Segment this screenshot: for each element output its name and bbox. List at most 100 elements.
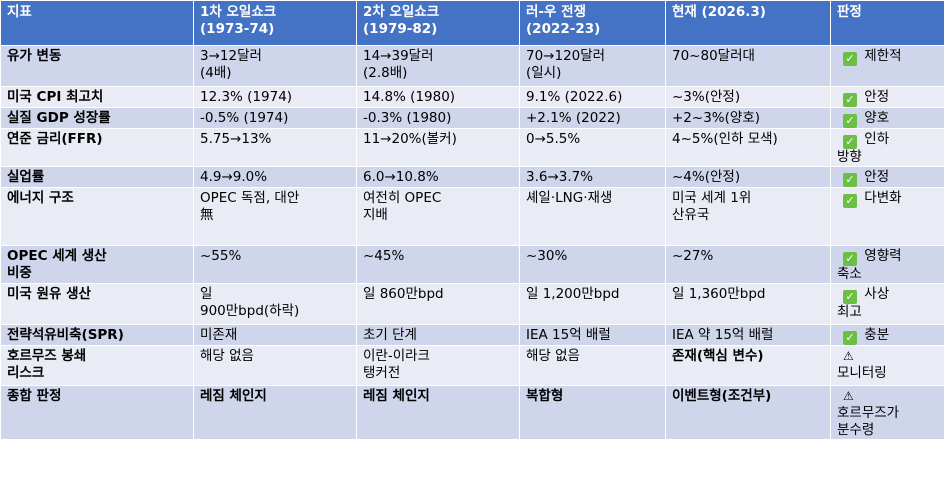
- cell-c1: 일 900만bpd(하락): [193, 283, 357, 325]
- table-row: 전략석유비축(SPR) 미존재 초기 단계 IEA 15억 배럴 IEA 약 15억 배…: [0, 324, 944, 346]
- row-label: 실업률: [0, 166, 194, 188]
- verdict-text: 사상 최고: [837, 286, 890, 320]
- cell-c1: 5.75→13%: [193, 128, 357, 167]
- cell-verdict: ✓ 다변화: [830, 187, 944, 246]
- cell-c3: 9.1% (2022.6): [519, 86, 666, 108]
- cell-c1: OPEC 독점, 대안 無: [193, 187, 357, 246]
- table-row: 호르무즈 봉쇄 리스크 해당 없음 이란-이라크 탱커전 해당 없음 존재(핵심 변수) ⚠ 모…: [0, 345, 944, 386]
- verdict-text: 호르무즈가 분수령: [837, 405, 900, 438]
- header-indicator: 지표: [0, 0, 194, 46]
- check-icon: ✓: [843, 114, 857, 128]
- table-row: OPEC 세계 생산 비중 ~55% ~45% ~30% ~27% ✓ 영향력 축소: [0, 245, 944, 284]
- cell-c2: 6.0→10.8%: [356, 166, 520, 188]
- table-row: 미국 원유 생산 일 900만bpd(하락) 일 860만bpd 일 1,200만bpd…: [0, 283, 944, 325]
- cell-verdict: ✓ 충분: [830, 324, 944, 346]
- verdict-text: 안정: [860, 169, 890, 185]
- cell-verdict: ✓ 인하 방향: [830, 128, 944, 167]
- cell-c2: 초기 단계: [356, 324, 520, 346]
- oil-shock-comparison-table: 지표 1차 오일쇼크 (1973-74) 2차 오일쇼크 (1979-82) 러-우 전쟁…: [0, 0, 944, 440]
- cell-c4: ~4%(안정): [665, 166, 831, 188]
- cell-c3: 0→5.5%: [519, 128, 666, 167]
- cell-c1: 미존재: [193, 324, 357, 346]
- verdict-text: 양호: [860, 110, 890, 126]
- table-row: 종합 판정 레짐 체인지 레짐 체인지 복합형 이벤트형(조건부) ⚠ 호르무즈가 분수령: [0, 385, 944, 440]
- cell-c2: 11→20%(볼커): [356, 128, 520, 167]
- cell-c2: ~45%: [356, 245, 520, 284]
- cell-c4: 70~80달러대: [665, 45, 831, 87]
- table-row: 미국 CPI 최고치 12.3% (1974) 14.8% (1980) 9.1% (…: [0, 86, 944, 108]
- row-label: 호르무즈 봉쇄 리스크: [0, 345, 194, 386]
- row-label: 실질 GDP 성장률: [0, 107, 194, 129]
- cell-verdict: ✓ 안정: [830, 166, 944, 188]
- warning-icon: ⚠: [843, 349, 854, 363]
- cell-c1: 레짐 체인지: [193, 385, 357, 440]
- cell-verdict: ✓ 사상 최고: [830, 283, 944, 325]
- header-row: 지표 1차 오일쇼크 (1973-74) 2차 오일쇼크 (1979-82) 러-우 전쟁…: [0, 0, 944, 46]
- cell-verdict: ✓ 양호: [830, 107, 944, 129]
- cell-c3: 일 1,200만bpd: [519, 283, 666, 325]
- cell-c4: 4~5%(인하 모색): [665, 128, 831, 167]
- row-label: 유가 변동: [0, 45, 194, 87]
- cell-c1: ~55%: [193, 245, 357, 284]
- cell-c2: 14.8% (1980): [356, 86, 520, 108]
- cell-c2: 여전히 OPEC 지배: [356, 187, 520, 246]
- check-icon: ✓: [843, 135, 857, 149]
- check-icon: ✓: [843, 290, 857, 304]
- cell-c4: 존재(핵심 변수): [665, 345, 831, 386]
- cell-c3: +2.1% (2022): [519, 107, 666, 129]
- cell-c4: 이벤트형(조건부): [665, 385, 831, 440]
- table-row: 실업률 4.9→9.0% 6.0→10.8% 3.6→3.7% ~4%(안정) ✓ 안정: [0, 166, 944, 188]
- cell-verdict: ✓ 제한적: [830, 45, 944, 87]
- cell-c2: 14→39달러 (2.8배): [356, 45, 520, 87]
- verdict-text: 다변화: [860, 190, 902, 206]
- cell-c4: +2~3%(양호): [665, 107, 831, 129]
- check-icon: ✓: [843, 93, 857, 107]
- header-current: 현재 (2026.3): [665, 0, 831, 46]
- table-row: 에너지 구조 OPEC 독점, 대안 無 여전히 OPEC 지배 셰일·LNG·재생 미국 …: [0, 187, 944, 246]
- cell-c1: 해당 없음: [193, 345, 357, 386]
- cell-c2: 이란-이라크 탱커전: [356, 345, 520, 386]
- row-label: 미국 CPI 최고치: [0, 86, 194, 108]
- check-icon: ✓: [843, 194, 857, 208]
- cell-c1: -0.5% (1974): [193, 107, 357, 129]
- table-row: 실질 GDP 성장률 -0.5% (1974) -0.3% (1980) +2.1% …: [0, 107, 944, 129]
- cell-c3: 해당 없음: [519, 345, 666, 386]
- verdict-text: 충분: [860, 327, 890, 343]
- table-row: 연준 금리(FFR) 5.75→13% 11→20%(볼커) 0→5.5% 4~5%(인…: [0, 128, 944, 167]
- row-label: 전략석유비축(SPR): [0, 324, 194, 346]
- check-icon: ✓: [843, 252, 857, 266]
- row-label: 미국 원유 생산: [0, 283, 194, 325]
- cell-c3: IEA 15억 배럴: [519, 324, 666, 346]
- cell-c3: 셰일·LNG·재생: [519, 187, 666, 246]
- verdict-text: 인하 방향: [837, 131, 890, 165]
- cell-c3: 복합형: [519, 385, 666, 440]
- warning-icon: ⚠: [843, 389, 854, 403]
- row-label: 종합 판정: [0, 385, 194, 440]
- check-icon: ✓: [843, 331, 857, 345]
- verdict-text: 제한적: [860, 48, 902, 64]
- cell-verdict: ✓ 영향력 축소: [830, 245, 944, 284]
- cell-c3: ~30%: [519, 245, 666, 284]
- header-second-oil-shock: 2차 오일쇼크 (1979-82): [356, 0, 520, 46]
- cell-c4: ~3%(안정): [665, 86, 831, 108]
- verdict-text: 영향력 축소: [837, 248, 902, 282]
- cell-verdict: ⚠ 호르무즈가 분수령: [830, 385, 944, 440]
- header-verdict: 판정: [830, 0, 944, 46]
- verdict-text: 모니터링: [837, 365, 887, 381]
- cell-c1: 4.9→9.0%: [193, 166, 357, 188]
- cell-c4: ~27%: [665, 245, 831, 284]
- table-row: 유가 변동 3→12달러 (4배) 14→39달러 (2.8배) 70→120달러 (일시)…: [0, 45, 944, 87]
- check-icon: ✓: [843, 173, 857, 187]
- cell-c2: 레짐 체인지: [356, 385, 520, 440]
- cell-c3: 70→120달러 (일시): [519, 45, 666, 87]
- cell-c1: 12.3% (1974): [193, 86, 357, 108]
- row-label: 연준 금리(FFR): [0, 128, 194, 167]
- verdict-text: 안정: [860, 89, 890, 105]
- cell-c4: IEA 약 15억 배럴: [665, 324, 831, 346]
- cell-verdict: ✓ 안정: [830, 86, 944, 108]
- header-russia-ukraine-war: 러-우 전쟁 (2022-23): [519, 0, 666, 46]
- cell-c2: 일 860만bpd: [356, 283, 520, 325]
- cell-c4: 일 1,360만bpd: [665, 283, 831, 325]
- header-first-oil-shock: 1차 오일쇼크 (1973-74): [193, 0, 357, 46]
- cell-c3: 3.6→3.7%: [519, 166, 666, 188]
